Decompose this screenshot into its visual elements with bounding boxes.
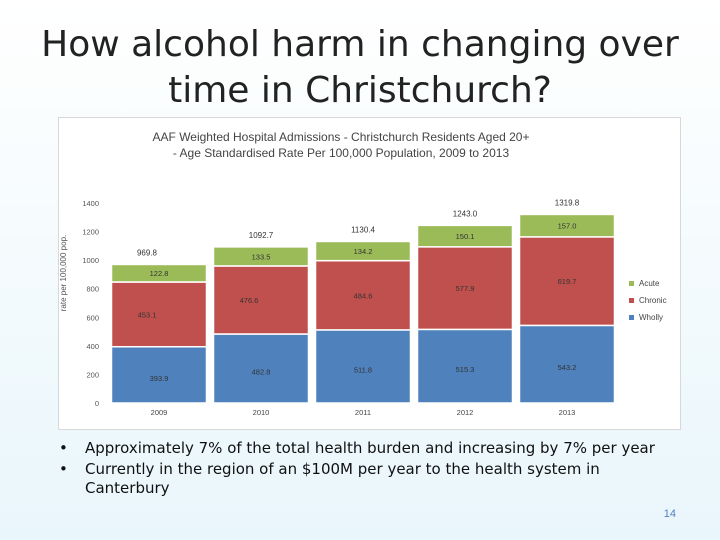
total-label: 1319.8: [555, 198, 580, 207]
bullet-list: Approximately 7% of the total health bur…: [52, 439, 672, 500]
bar-segment-wholly: [110, 345, 208, 404]
slide-title-text: How alcohol harm in changing over time i…: [41, 24, 679, 111]
x-tick-label: 2009: [151, 408, 168, 417]
y-tick-label: 0: [95, 399, 99, 408]
bar-segment-acute: [314, 240, 412, 262]
y-tick-label: 1400: [82, 199, 99, 208]
bar-segment-acute: [110, 263, 208, 283]
data-label: 122.8: [150, 269, 169, 278]
total-label: 969.8: [137, 248, 158, 257]
legend-label: Chronic: [639, 296, 667, 305]
legend-swatch: [629, 298, 634, 303]
data-label: 482.8: [252, 368, 271, 377]
y-tick-label: 800: [86, 285, 99, 294]
data-label: 150.1: [456, 232, 475, 241]
x-tick-label: 2012: [457, 408, 474, 417]
data-label: 157.0: [558, 222, 577, 231]
bullet-item: Approximately 7% of the total health bur…: [52, 439, 672, 458]
bar-segment-wholly: [518, 324, 616, 404]
x-tick-label: 2013: [559, 408, 576, 417]
stacked-bar-chart: AAF Weighted Hospital Admissions - Chris…: [59, 130, 667, 417]
data-label: 453.1: [138, 310, 157, 319]
legend-label: Wholly: [639, 313, 663, 322]
bar-segment-chronic: [518, 236, 616, 327]
bar-segment-wholly: [314, 329, 412, 404]
y-axis-label: rate per 100,000 pop.: [59, 235, 68, 312]
legend-label: Acute: [639, 279, 660, 288]
bullet-item: Currently in the region of an $100M per …: [52, 460, 672, 498]
x-tick-label: 2010: [253, 408, 270, 417]
data-label: 476.6: [240, 296, 259, 305]
bar-segment-wholly: [416, 328, 514, 404]
y-tick-label: 1200: [82, 228, 99, 237]
chart-panel: AAF Weighted Hospital Admissions - Chris…: [58, 117, 681, 430]
page-number: 14: [663, 508, 676, 520]
total-label: 1243.0: [453, 209, 478, 218]
data-label: 133.5: [252, 252, 271, 261]
bar-segment-acute: [212, 246, 310, 267]
chart-title: - Age Standardised Rate Per 100,000 Popu…: [173, 146, 510, 160]
slide-title: How alcohol harm in changing over time i…: [40, 22, 680, 114]
bar-segment-chronic: [416, 246, 514, 331]
bar-segment-acute: [416, 224, 514, 248]
total-label: 1130.4: [351, 226, 375, 235]
legend-swatch: [629, 315, 634, 320]
y-tick-label: 200: [86, 370, 99, 379]
total-label: 1092.7: [249, 231, 274, 240]
data-label: 393.9: [150, 374, 169, 383]
bar-segment-acute: [518, 213, 616, 238]
data-label: 484.6: [354, 291, 373, 300]
data-label: 511.8: [354, 365, 372, 374]
data-label: 577.9: [456, 284, 475, 293]
data-label: 515.3: [456, 365, 475, 374]
bar-segment-chronic: [212, 265, 310, 335]
y-tick-label: 400: [86, 342, 99, 351]
legend-swatch: [629, 281, 634, 286]
chart-title: AAF Weighted Hospital Admissions - Chris…: [153, 130, 530, 144]
data-label: 619.7: [558, 277, 577, 286]
x-tick-label: 2011: [355, 408, 371, 417]
data-label: 134.2: [354, 247, 373, 256]
data-label: 543.2: [558, 363, 577, 372]
y-tick-label: 1000: [82, 256, 99, 265]
bar-segment-chronic: [110, 281, 208, 348]
y-tick-label: 600: [86, 313, 99, 322]
